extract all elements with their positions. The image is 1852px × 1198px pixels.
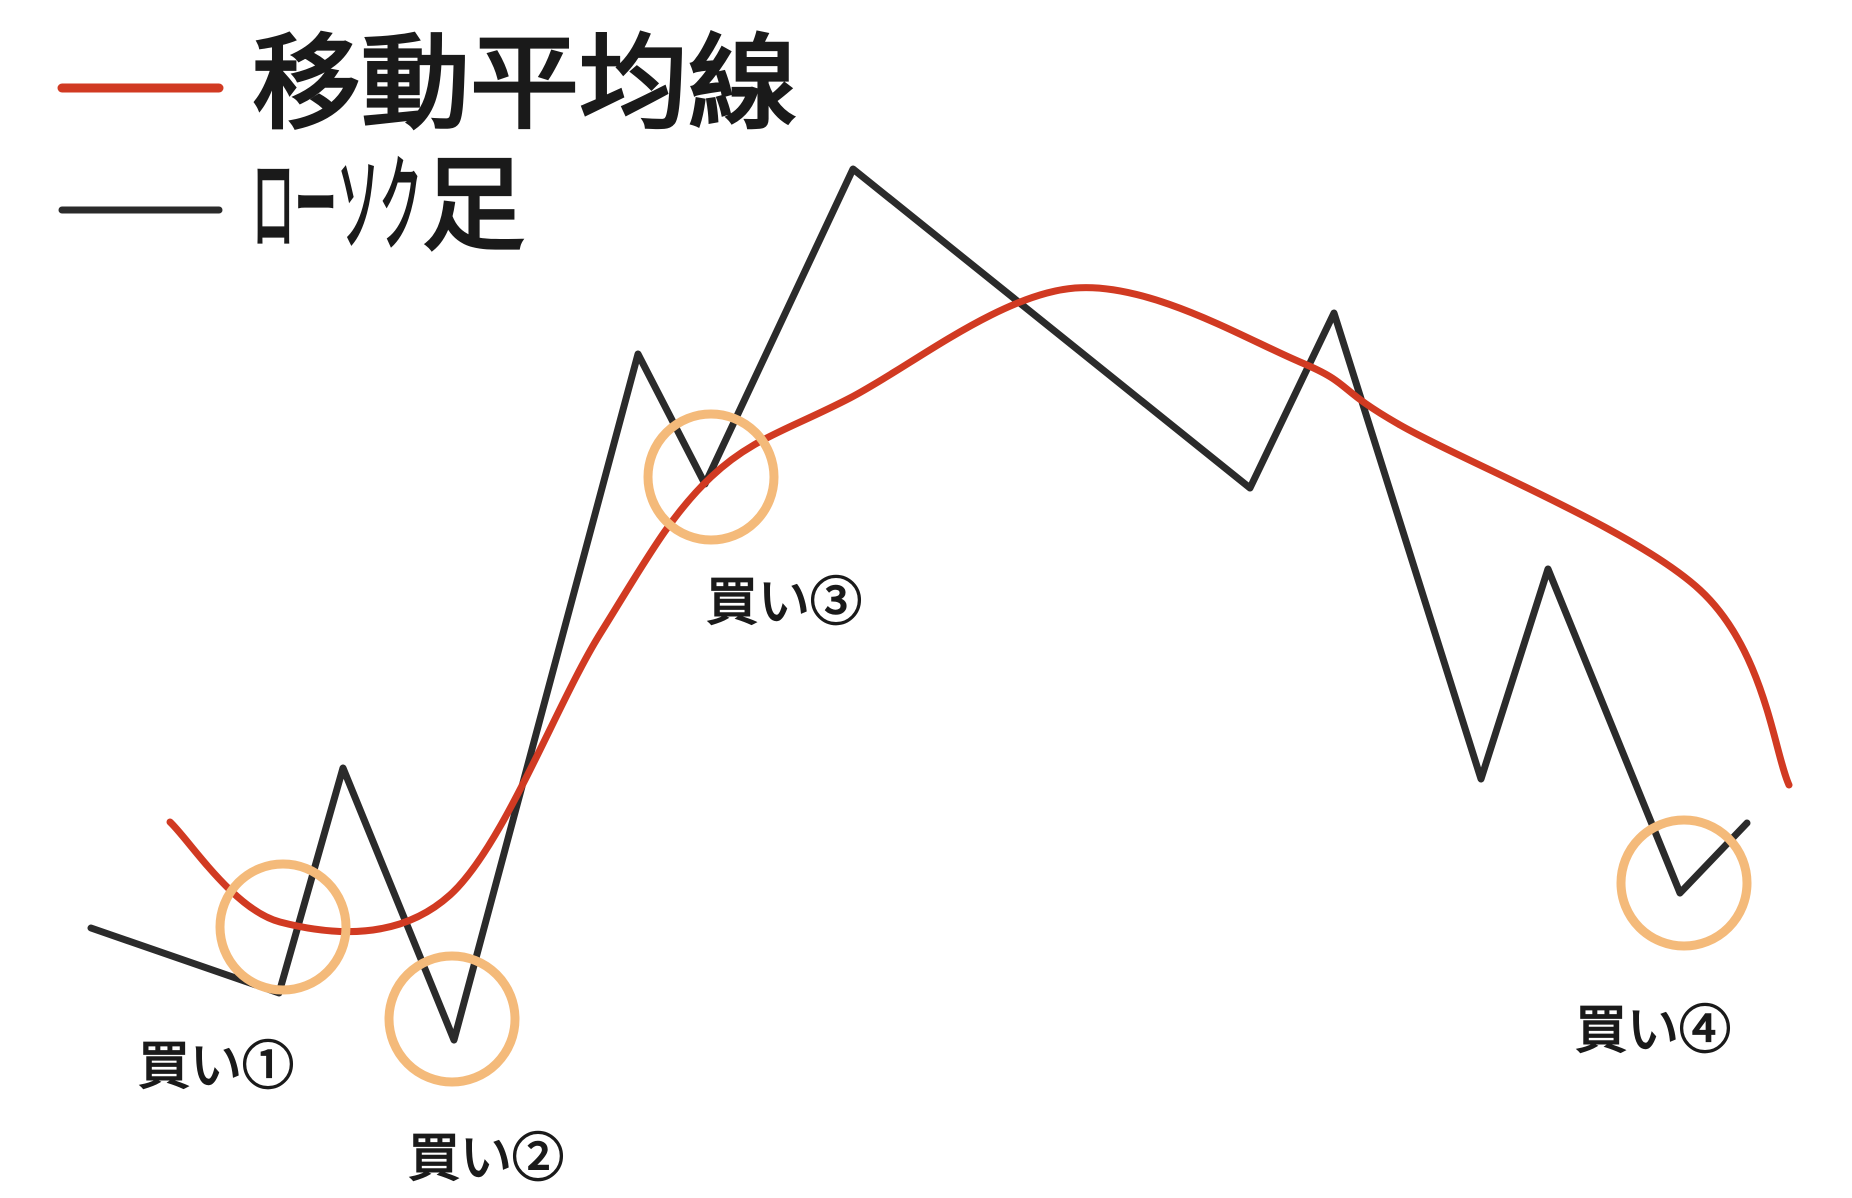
svg-text:ローソク足: ローソク足 [252, 148, 525, 263]
svg-text:買い②: 買い② [408, 1130, 564, 1188]
svg-text:買い④: 買い④ [1575, 1002, 1731, 1060]
svg-text:買い③: 買い③ [706, 574, 862, 632]
svg-text:買い①: 買い① [138, 1038, 294, 1096]
svg-text:移動平均線: 移動平均線 [252, 26, 797, 141]
